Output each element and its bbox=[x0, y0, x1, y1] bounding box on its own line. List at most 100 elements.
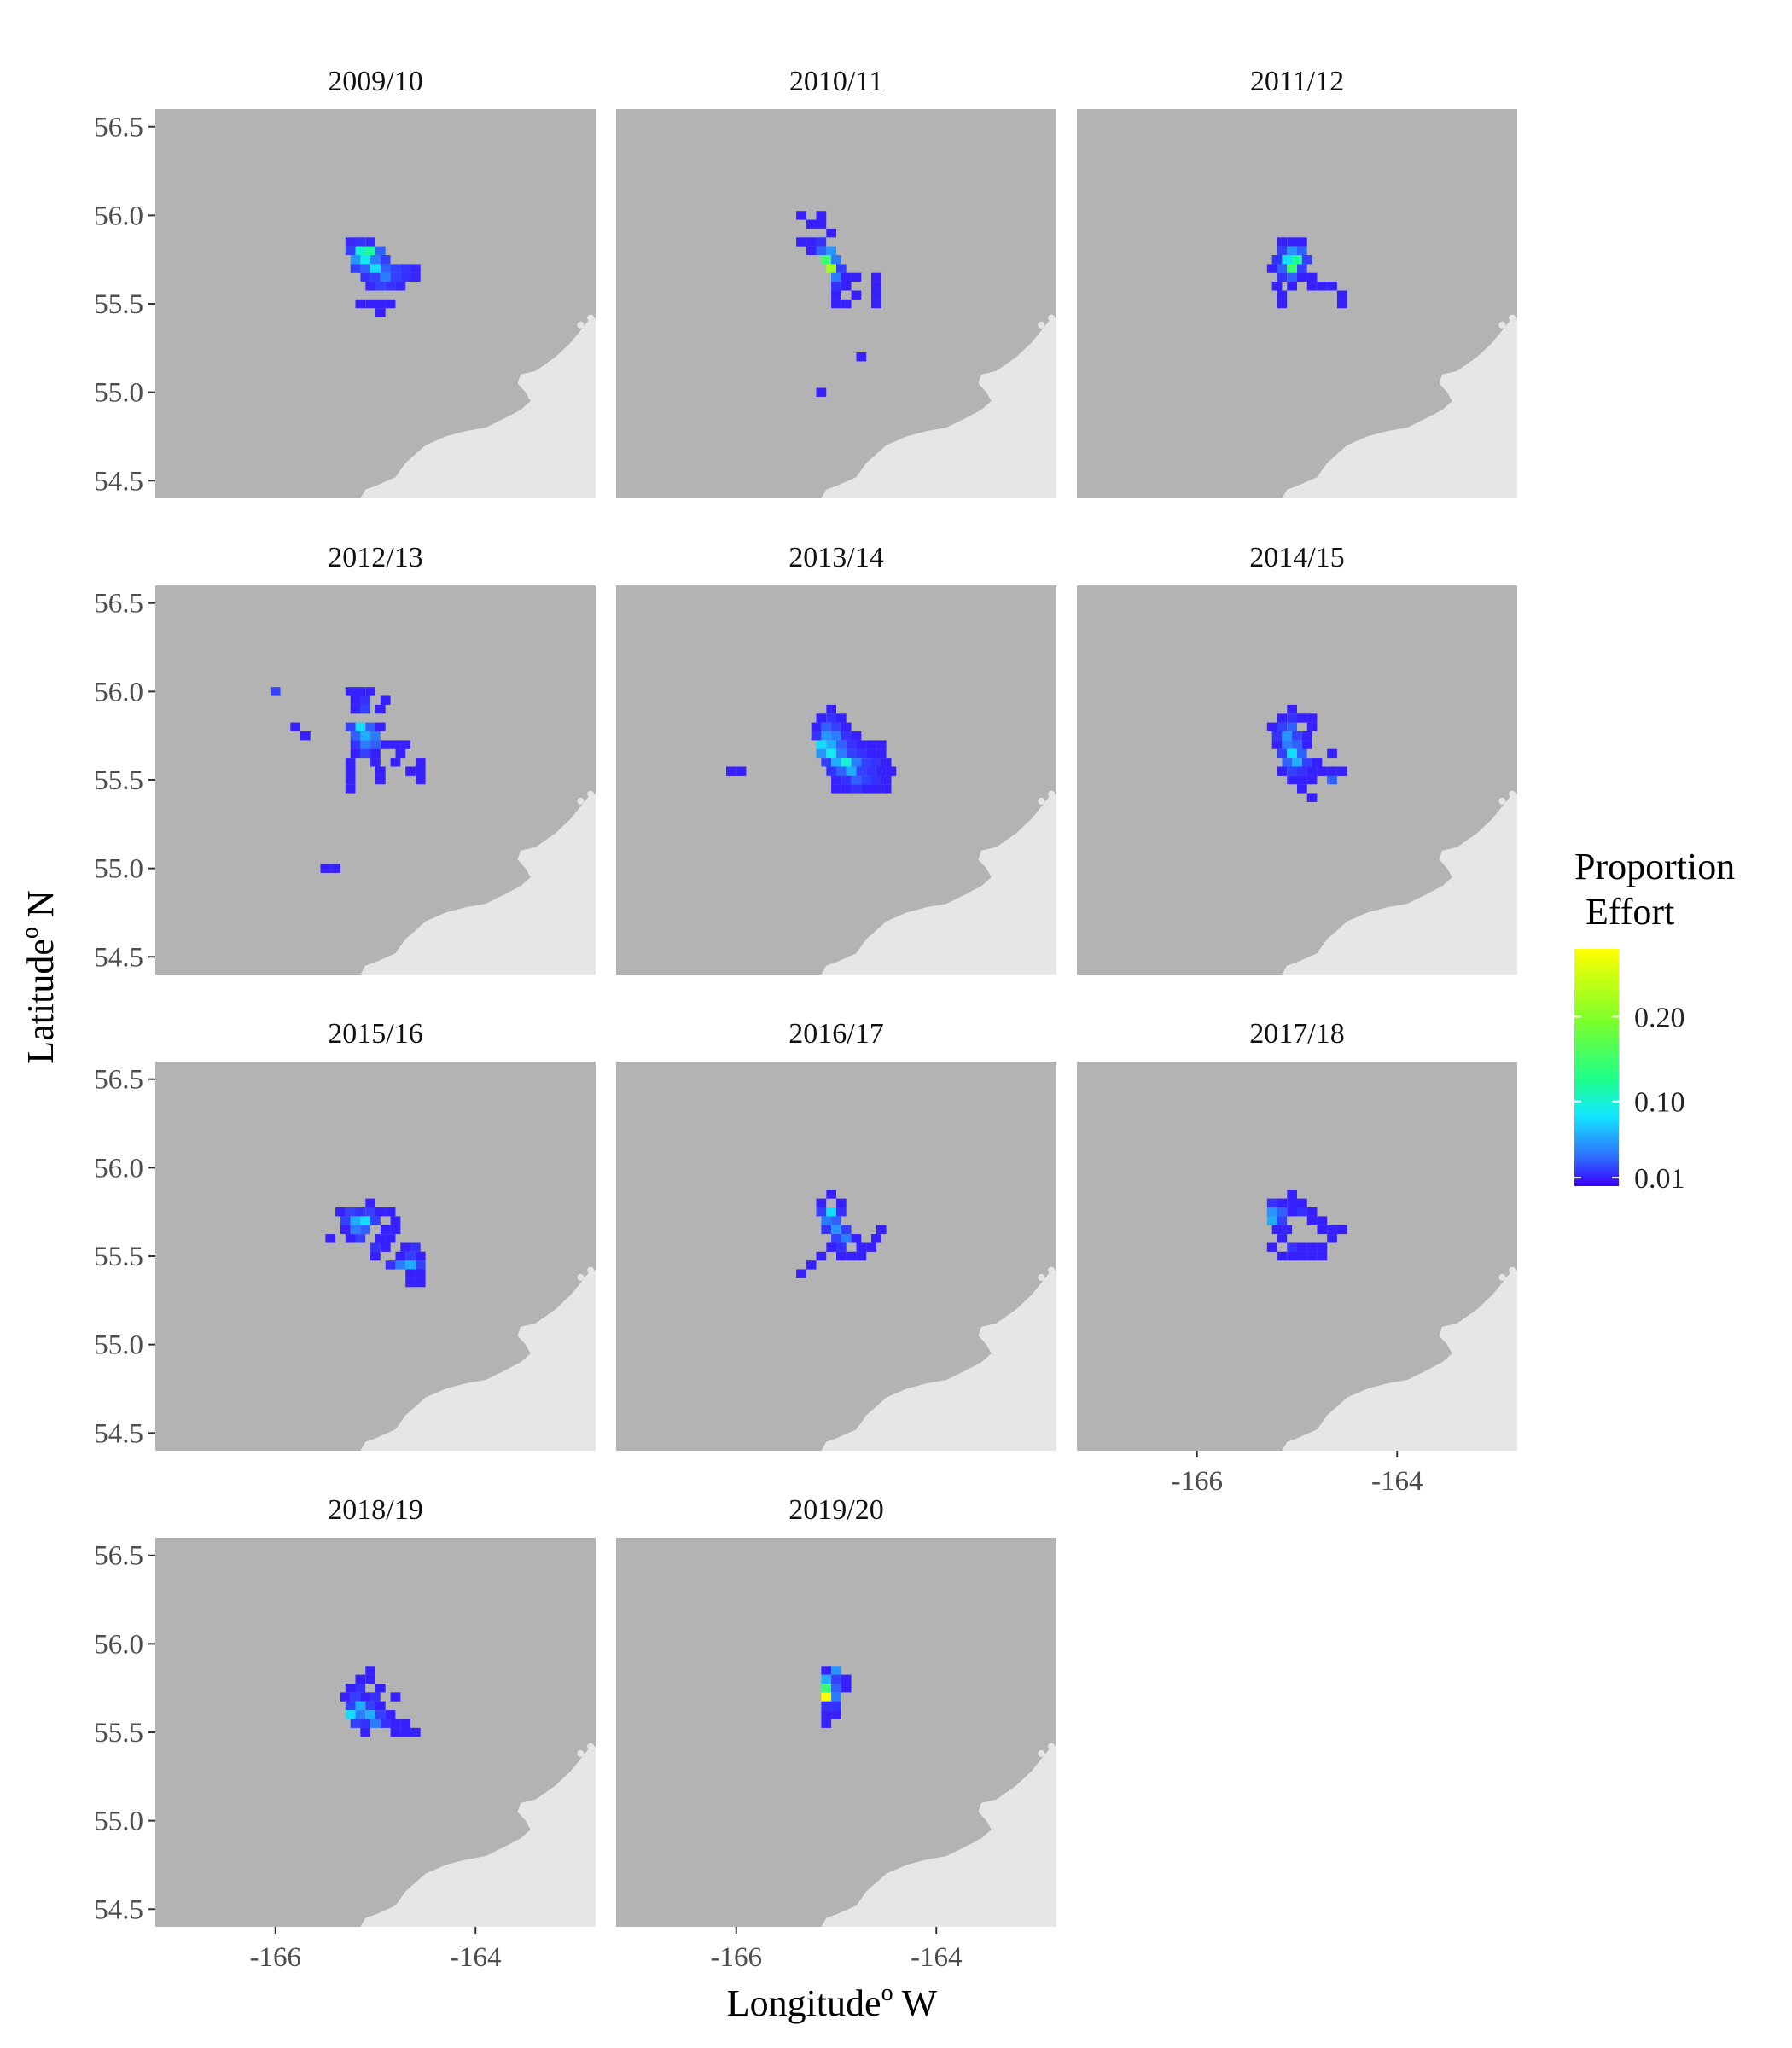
effort-cell bbox=[400, 272, 410, 282]
effort-cell bbox=[871, 272, 881, 282]
effort-cell bbox=[841, 731, 852, 741]
effort-cell bbox=[826, 740, 836, 749]
legend-tick-label: 0.20 bbox=[1634, 1002, 1685, 1033]
effort-cell bbox=[851, 758, 862, 767]
effort-cell bbox=[385, 1207, 396, 1217]
legend-ticks: 0.01 0.10 0.20 bbox=[1574, 1002, 1685, 1195]
land-mass bbox=[360, 794, 596, 975]
effort-cell bbox=[1336, 290, 1347, 300]
land-layer bbox=[360, 1266, 596, 1451]
effort-cell bbox=[360, 695, 371, 705]
y-tick-label: 56.0 bbox=[94, 201, 143, 231]
effort-cell bbox=[350, 1692, 361, 1702]
effort-cell bbox=[370, 748, 381, 759]
effort-cell bbox=[380, 695, 391, 705]
effort-cell bbox=[335, 1207, 346, 1217]
effort-cell bbox=[871, 282, 881, 291]
y-tick-label: 54.5 bbox=[94, 1418, 143, 1449]
facet-panel: 2014/15 bbox=[1077, 542, 1517, 975]
effort-cell bbox=[831, 255, 841, 265]
effort-cell bbox=[355, 1234, 366, 1243]
effort-cell bbox=[851, 1234, 862, 1243]
effort-cell bbox=[831, 1666, 841, 1675]
effort-cell bbox=[841, 272, 852, 282]
effort-cell bbox=[365, 1666, 375, 1675]
effort-cell bbox=[385, 1260, 396, 1270]
effort-cell bbox=[1271, 1225, 1283, 1235]
effort-cell bbox=[370, 264, 381, 273]
island bbox=[587, 790, 595, 798]
facet-title: 2011/12 bbox=[1250, 66, 1344, 97]
effort-cell bbox=[370, 731, 381, 741]
effort-cell bbox=[355, 722, 366, 731]
effort-cell bbox=[370, 272, 381, 282]
effort-cell bbox=[836, 1207, 847, 1217]
effort-cell bbox=[1317, 282, 1328, 291]
effort-cell bbox=[856, 352, 867, 362]
effort-cell bbox=[390, 740, 401, 749]
effort-cell bbox=[831, 299, 841, 309]
effort-cell bbox=[861, 775, 871, 785]
effort-cell bbox=[831, 758, 841, 767]
effort-cell bbox=[1297, 1207, 1307, 1217]
effort-cell bbox=[831, 1216, 841, 1225]
effort-cell bbox=[350, 264, 361, 273]
effort-cell bbox=[415, 1269, 426, 1278]
facet-title: 2016/17 bbox=[788, 1018, 883, 1050]
legend-title-line1: Proportion bbox=[1574, 846, 1735, 887]
effort-cell bbox=[871, 1234, 881, 1243]
effort-cell bbox=[375, 1710, 386, 1719]
effort-cell bbox=[1327, 282, 1337, 291]
island bbox=[577, 321, 585, 329]
effort-cell bbox=[1266, 1242, 1277, 1252]
land-layer bbox=[1282, 790, 1517, 975]
effort-cell bbox=[796, 1269, 806, 1278]
effort-cell bbox=[816, 1207, 827, 1217]
effort-cell bbox=[846, 740, 857, 749]
effort-cell bbox=[866, 740, 876, 749]
effort-cell bbox=[1297, 775, 1307, 785]
effort-cell bbox=[831, 272, 841, 282]
effort-cell bbox=[836, 740, 847, 749]
effort-cell bbox=[816, 1198, 827, 1207]
effort-cell bbox=[375, 766, 386, 776]
effort-cell bbox=[1297, 1251, 1307, 1261]
y-axis-title-degree: o bbox=[17, 927, 44, 939]
effort-cell bbox=[821, 1692, 832, 1702]
effort-cell bbox=[1301, 731, 1312, 741]
effort-cell bbox=[1297, 1242, 1307, 1252]
effort-cell bbox=[1306, 282, 1318, 291]
land-layer bbox=[821, 314, 1056, 498]
effort-cell bbox=[1287, 264, 1297, 273]
effort-cell bbox=[375, 1207, 386, 1217]
effort-cell bbox=[1277, 299, 1288, 309]
effort-cell bbox=[821, 722, 832, 731]
effort-cell bbox=[350, 1719, 361, 1728]
effort-cell bbox=[1297, 272, 1307, 282]
effort-cell bbox=[1336, 1225, 1347, 1235]
effort-cell bbox=[1317, 1242, 1328, 1252]
effort-cell bbox=[370, 758, 381, 767]
effort-cell bbox=[345, 758, 356, 767]
effort-cell bbox=[826, 1242, 836, 1252]
facet-panel: 2010/11 bbox=[616, 66, 1056, 498]
effort-cell bbox=[350, 748, 361, 759]
effort-cell bbox=[821, 1216, 832, 1225]
effort-cell bbox=[1287, 1242, 1297, 1252]
effort-cell bbox=[1287, 775, 1297, 785]
effort-cell bbox=[826, 766, 836, 776]
effort-cell bbox=[360, 1692, 371, 1702]
effort-cell bbox=[831, 290, 841, 300]
effort-cell bbox=[1277, 290, 1288, 300]
effort-cell bbox=[370, 740, 381, 749]
effort-cell bbox=[1306, 775, 1318, 785]
effort-cell bbox=[1297, 264, 1307, 273]
effort-cell bbox=[1327, 1225, 1337, 1235]
y-tick-label: 55.5 bbox=[94, 289, 143, 320]
island bbox=[587, 1743, 595, 1750]
effort-cell bbox=[1297, 766, 1307, 776]
effort-cell bbox=[1292, 255, 1302, 265]
effort-cell bbox=[375, 308, 386, 317]
legend: Proportion Effort 0.01 0.10 0.20 bbox=[1574, 846, 1735, 1195]
x-tick-label: -164 bbox=[450, 1942, 502, 1973]
